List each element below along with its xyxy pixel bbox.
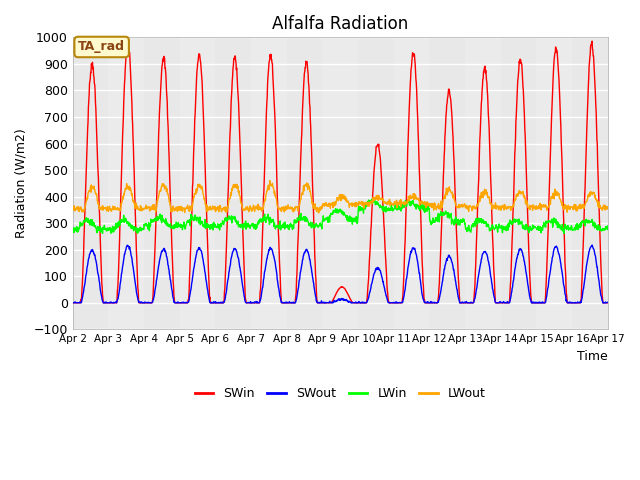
X-axis label: Time: Time [577,350,608,363]
Bar [251,37,287,329]
Bar [536,37,572,329]
Title: Alfalfa Radiation: Alfalfa Radiation [272,15,408,33]
Text: TA_rad: TA_rad [78,40,125,53]
Bar [394,37,429,329]
Legend: SWin, SWout, LWin, LWout: SWin, SWout, LWin, LWout [189,382,491,405]
Bar [465,37,500,329]
Y-axis label: Radiation (W/m2): Radiation (W/m2) [15,129,28,238]
Bar [323,37,358,329]
Bar [180,37,216,329]
Bar [108,37,144,329]
